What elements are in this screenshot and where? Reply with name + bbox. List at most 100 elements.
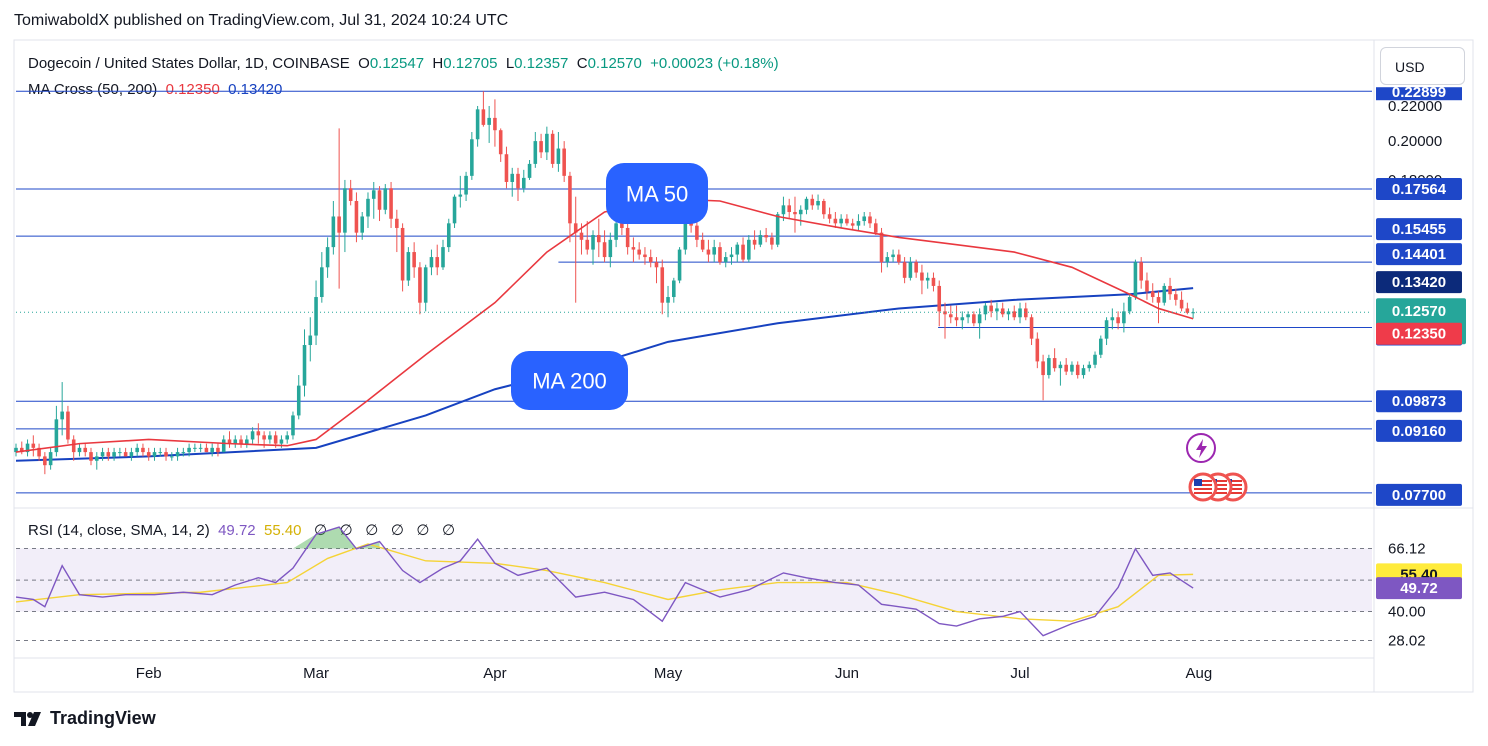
x-tick-label: Jul (1010, 665, 1029, 682)
candle-body (123, 452, 128, 457)
candle-body (510, 173, 515, 182)
candle-body (198, 447, 203, 449)
candle-body (77, 447, 82, 453)
candle-body (891, 254, 895, 258)
candle-body (412, 252, 416, 268)
candle-body (983, 305, 988, 315)
candle-body (787, 205, 791, 212)
y-tick-label: 0.20000 (1388, 133, 1442, 150)
candle-body (683, 223, 688, 250)
us-flag-event-icon (1188, 472, 1218, 502)
candle-body (591, 235, 595, 250)
candle-body (660, 267, 665, 303)
lightning-event-icon (1186, 433, 1216, 463)
level-badge (1376, 243, 1462, 266)
rsi-badge (1376, 577, 1462, 600)
countdown-text: 13:35:33 (1390, 324, 1448, 341)
candle-body (66, 411, 70, 440)
candle-body (573, 223, 578, 233)
candle-body (897, 254, 901, 263)
flag-stripe (1194, 480, 1212, 482)
rsi-sma-legend-value: 55.40 (263, 522, 302, 539)
candle-body (1122, 311, 1126, 324)
candle-body (1162, 285, 1167, 303)
candle-body (187, 447, 191, 453)
candle-body (423, 267, 428, 303)
candle-body (868, 216, 872, 224)
symbol-title[interactable]: Dogecoin / United States Dollar, 1D, COI… (28, 55, 350, 72)
ma-cross-legend[interactable]: MA Cross (50, 200) 0.12350 0.13420 (28, 81, 282, 98)
candle-body (775, 214, 780, 245)
candle-body (1150, 291, 1155, 298)
lightning-glyph (1196, 439, 1207, 458)
candle-body (770, 237, 774, 245)
candle-body (83, 447, 88, 453)
candle-body (1064, 364, 1068, 372)
candle-body (233, 439, 238, 444)
flag-stripe (1224, 484, 1242, 486)
candle-body (118, 452, 122, 454)
candle-body (371, 190, 376, 199)
candle-body (331, 216, 336, 248)
candle-body (400, 227, 405, 281)
high-value: 0.12705 (443, 55, 498, 72)
candle-body (1035, 338, 1040, 362)
x-tick-label: Aug (1186, 665, 1213, 682)
ma200-value: 0.13420 (228, 81, 283, 98)
level-badge (1376, 87, 1462, 101)
candle-body (527, 163, 532, 178)
candle-body (833, 218, 838, 224)
ma200-line (15, 287, 1194, 462)
flag-stripe (1209, 480, 1227, 482)
candle-body (14, 447, 18, 453)
candle-body (856, 221, 861, 226)
level-badge-text: 0.15455 (1392, 221, 1446, 238)
candle-body (383, 188, 388, 210)
rsi-band (16, 548, 1372, 612)
candle-body (1191, 312, 1195, 314)
candle-body (902, 262, 907, 278)
candle-body (135, 447, 139, 453)
candle-body (758, 235, 763, 245)
flag-stripe (1194, 492, 1212, 494)
candle-body (1116, 317, 1120, 324)
candle-body (152, 452, 157, 457)
candle-body (1139, 262, 1143, 281)
candle-body (245, 439, 249, 444)
flag-canton (1209, 479, 1217, 486)
candle-body (729, 254, 734, 258)
candle-body (210, 447, 214, 453)
flag-stripe (1224, 492, 1242, 494)
us-flag-event-icon (1203, 472, 1233, 502)
candle-body (94, 456, 99, 461)
candle-body (170, 456, 174, 458)
candle-body (377, 190, 382, 210)
candle-body (995, 308, 999, 312)
candle-body (752, 239, 757, 245)
rsi-empty-value: ∅ (365, 522, 379, 539)
ma200-callout-label: MA 200 (532, 369, 607, 394)
candle-body (498, 130, 503, 155)
level-badge (1376, 390, 1462, 413)
candle-body (689, 223, 693, 226)
ma50-price-badge-text: 0.12350 (1392, 326, 1446, 343)
candle-body (285, 435, 289, 440)
last-price-text: 0.12570 (1392, 303, 1446, 320)
candle-body (672, 280, 676, 298)
candle-body (521, 177, 526, 189)
x-tick-label: Mar (303, 665, 329, 682)
candle-body (1127, 297, 1132, 312)
tradingview-logo[interactable]: TradingView (14, 708, 156, 729)
candle-body (216, 447, 220, 453)
candle-body (718, 247, 722, 263)
candle-body (175, 452, 180, 457)
rsi-legend[interactable]: RSI (14, close, SMA, 14, 2) 49.72 55.40 … (28, 521, 455, 539)
candle-body (19, 447, 24, 453)
candle-body (798, 209, 803, 215)
currency-button[interactable]: USD (1380, 47, 1465, 85)
candle-body (31, 443, 36, 448)
candle-body (1075, 364, 1080, 376)
candle-body (446, 223, 451, 248)
level-badge-text: 0.14401 (1392, 246, 1446, 263)
